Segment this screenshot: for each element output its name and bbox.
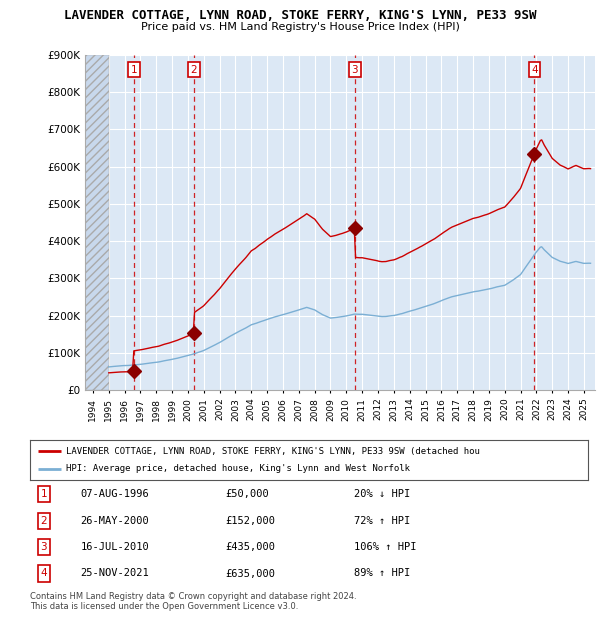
Text: Contains HM Land Registry data © Crown copyright and database right 2024.
This d: Contains HM Land Registry data © Crown c… xyxy=(30,592,356,611)
Text: £435,000: £435,000 xyxy=(226,542,275,552)
Text: 3: 3 xyxy=(352,65,358,75)
Text: £152,000: £152,000 xyxy=(226,516,275,526)
Text: £635,000: £635,000 xyxy=(226,569,275,578)
Text: LAVENDER COTTAGE, LYNN ROAD, STOKE FERRY, KING'S LYNN, PE33 9SW (detached hou: LAVENDER COTTAGE, LYNN ROAD, STOKE FERRY… xyxy=(66,446,480,456)
Text: 1: 1 xyxy=(41,489,47,499)
Text: £50,000: £50,000 xyxy=(226,489,269,499)
Bar xyxy=(85,55,109,390)
Text: 25-NOV-2021: 25-NOV-2021 xyxy=(80,569,149,578)
Text: 2: 2 xyxy=(191,65,197,75)
Text: Price paid vs. HM Land Registry's House Price Index (HPI): Price paid vs. HM Land Registry's House … xyxy=(140,22,460,32)
Text: 4: 4 xyxy=(531,65,538,75)
Text: 4: 4 xyxy=(41,569,47,578)
Text: 106% ↑ HPI: 106% ↑ HPI xyxy=(353,542,416,552)
Text: 07-AUG-1996: 07-AUG-1996 xyxy=(80,489,149,499)
Text: 16-JUL-2010: 16-JUL-2010 xyxy=(80,542,149,552)
Text: 89% ↑ HPI: 89% ↑ HPI xyxy=(353,569,410,578)
Text: HPI: Average price, detached house, King's Lynn and West Norfolk: HPI: Average price, detached house, King… xyxy=(66,464,410,473)
Text: LAVENDER COTTAGE, LYNN ROAD, STOKE FERRY, KING'S LYNN, PE33 9SW: LAVENDER COTTAGE, LYNN ROAD, STOKE FERRY… xyxy=(64,9,536,22)
Text: 2: 2 xyxy=(41,516,47,526)
Text: 26-MAY-2000: 26-MAY-2000 xyxy=(80,516,149,526)
Text: 3: 3 xyxy=(41,542,47,552)
Text: 72% ↑ HPI: 72% ↑ HPI xyxy=(353,516,410,526)
Text: 1: 1 xyxy=(131,65,137,75)
Text: 20% ↓ HPI: 20% ↓ HPI xyxy=(353,489,410,499)
